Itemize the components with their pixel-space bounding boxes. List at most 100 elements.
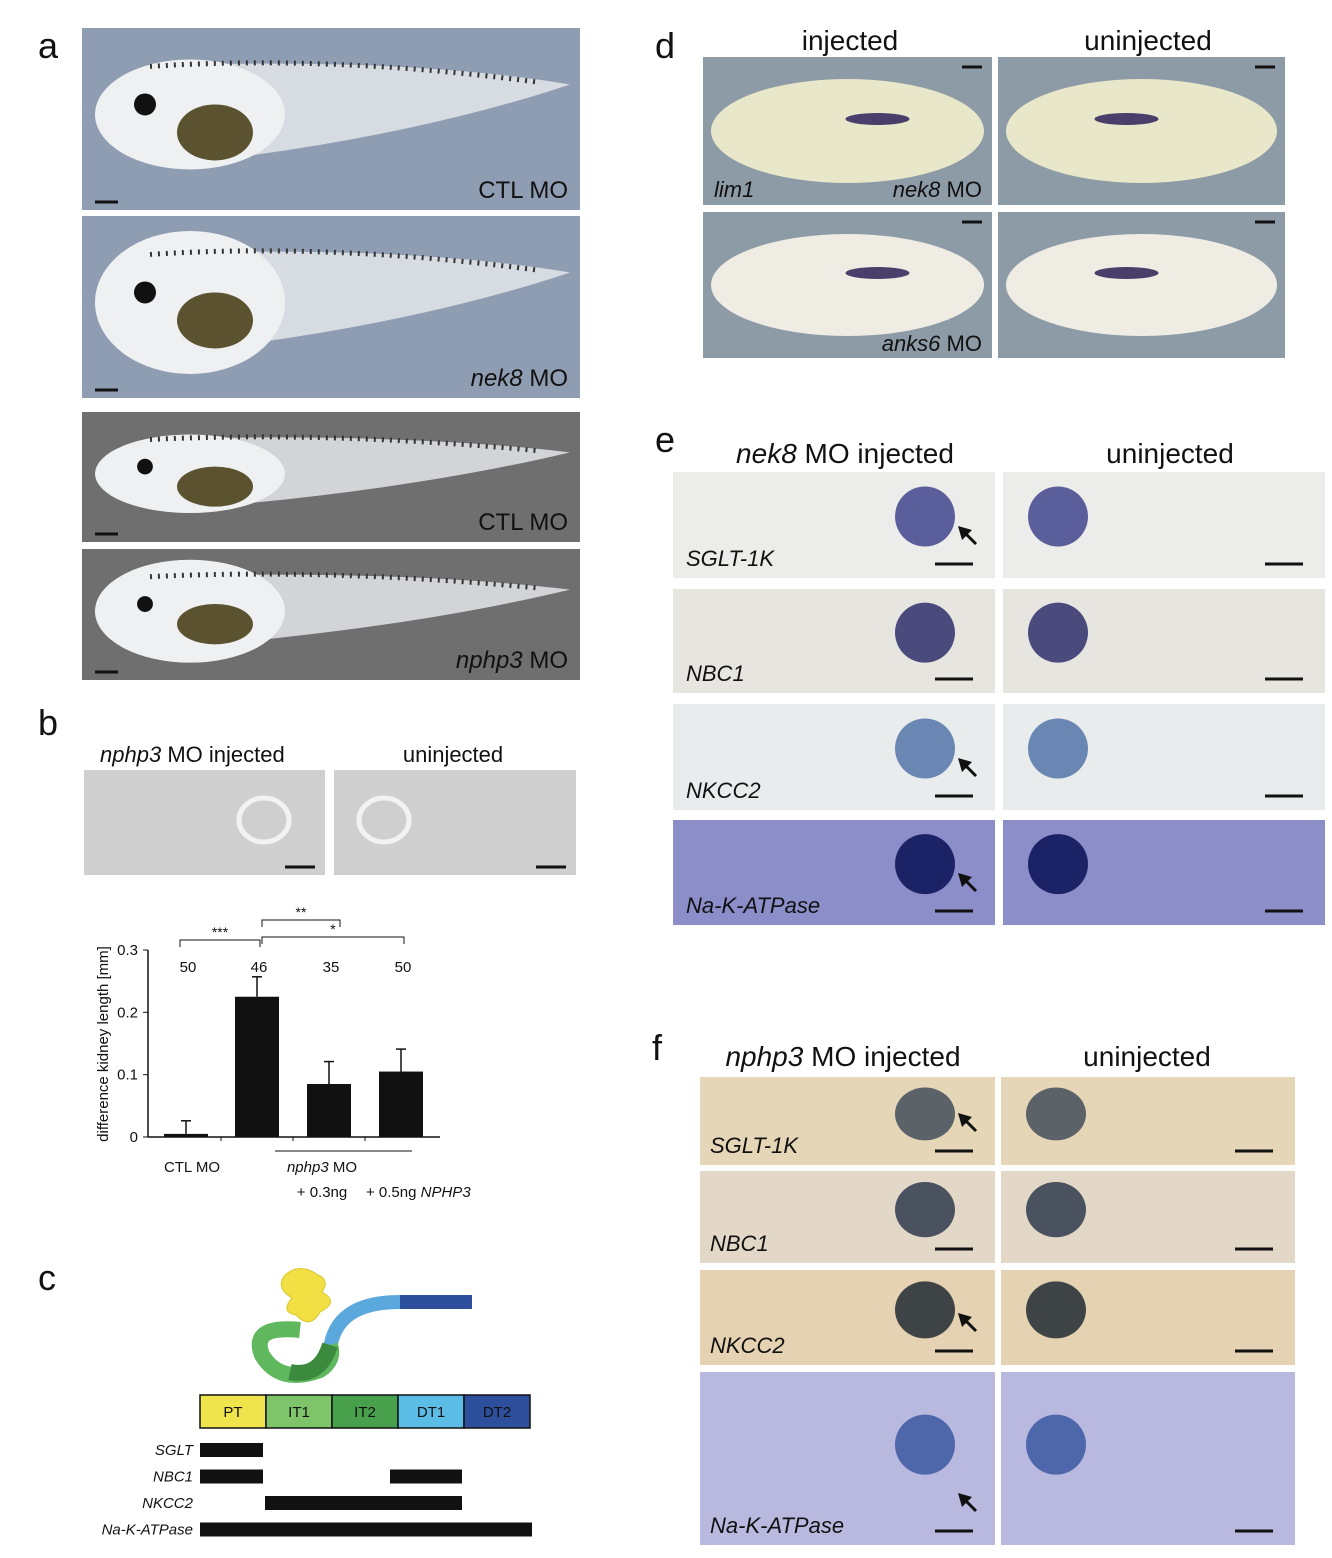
stain <box>1026 1414 1086 1475</box>
stain <box>1028 834 1088 895</box>
text-part: MO <box>947 177 982 202</box>
image-label: CTL MO <box>478 177 568 204</box>
column-header: nek8 MO injected <box>736 438 954 469</box>
n-label: 50 <box>395 959 412 976</box>
y-tick-label: 0.1 <box>117 1067 138 1084</box>
kidney-stain <box>356 795 412 845</box>
text-part: MO injected <box>167 742 284 767</box>
stain <box>1026 1281 1086 1339</box>
tadpole-eye <box>137 596 153 612</box>
significance-label: * <box>330 921 336 937</box>
photo <box>334 770 576 875</box>
image-label: nphp3 MO <box>456 647 568 674</box>
x-tick-label: CTL MO <box>164 1159 220 1176</box>
column-header: uninjected <box>1083 1041 1211 1072</box>
panel-label: e <box>655 419 675 460</box>
tadpole-gut <box>177 466 253 507</box>
stain <box>845 267 910 279</box>
x-tick-label-group: + 0.5ng NPHP3 <box>366 1184 471 1201</box>
gene-label: NBC1 <box>710 1231 769 1256</box>
y-tick-label: 0 <box>130 1129 138 1146</box>
stain <box>895 1281 955 1339</box>
bar <box>164 1133 208 1137</box>
kidney-stain <box>236 795 292 845</box>
stain <box>895 718 955 779</box>
embryo <box>1006 79 1277 183</box>
text-part: MO injected <box>811 1041 960 1072</box>
image-label: CTL MO <box>478 509 568 536</box>
panel-label: b <box>38 702 58 743</box>
segment-label: DT2 <box>483 1404 511 1421</box>
expression-bar <box>265 1496 462 1510</box>
expression-bar <box>390 1469 462 1484</box>
stain <box>895 602 955 663</box>
tadpole-gut <box>177 292 253 349</box>
y-axis-label: difference kidney length [mm] <box>95 946 112 1142</box>
italic-part: nphp3 <box>100 742 162 767</box>
tadpole-tail <box>200 574 570 644</box>
text-part: MO <box>333 1159 357 1176</box>
text-part: MO <box>529 365 568 392</box>
panel-label: f <box>652 1027 663 1068</box>
column-header: uninjected <box>403 742 503 767</box>
tadpole-tail <box>200 63 570 160</box>
expression-bar <box>200 1469 263 1484</box>
text-part: MO <box>529 647 568 674</box>
segment <box>199 1394 267 1429</box>
row-label: nek8 MO <box>893 177 982 202</box>
stain <box>845 113 910 125</box>
panel-label: a <box>38 25 59 66</box>
column-header: injected <box>802 25 899 56</box>
group-label: nphp3 MO <box>287 1159 357 1176</box>
tadpole-tail <box>200 437 570 506</box>
tadpole-eye <box>134 93 156 116</box>
text-part: MO <box>947 331 982 356</box>
text-part: CTL MO <box>478 509 568 536</box>
y-tick-label: 0.3 <box>117 942 138 959</box>
gene-label: SGLT-1K <box>686 546 775 571</box>
pigment <box>149 571 541 591</box>
tadpole-eye <box>137 458 153 475</box>
pigment <box>149 248 541 273</box>
embryo <box>711 79 984 183</box>
marker-label: lim1 <box>714 177 754 202</box>
tadpole-eye <box>134 281 156 304</box>
column-header: nphp3 MO injected <box>725 1041 960 1072</box>
expression-bar <box>200 1443 263 1457</box>
significance-label: *** <box>212 924 229 940</box>
gene-label: SGLT-1K <box>710 1133 799 1158</box>
segment <box>397 1394 465 1429</box>
stain <box>1094 267 1159 279</box>
italic-part: anks6 <box>882 331 941 356</box>
italic-part: nphp3 <box>287 1159 329 1176</box>
gene-label: NKCC2 <box>710 1333 785 1358</box>
x-tick-label: + 0.3ng <box>297 1184 347 1201</box>
text-part: CTL MO <box>478 177 568 204</box>
gene-label: SGLT <box>155 1442 195 1459</box>
stain <box>895 1087 955 1141</box>
n-label: 46 <box>251 959 268 976</box>
x-tick-label: + 0.5ng <box>366 1184 416 1201</box>
stain <box>1094 113 1159 125</box>
pigment <box>149 60 541 85</box>
n-label: 35 <box>323 959 340 976</box>
stain <box>895 486 955 547</box>
gene-label: NKCC2 <box>142 1495 194 1512</box>
embryo <box>1006 234 1277 336</box>
tubule-pt <box>280 1268 331 1323</box>
italic-part: nphp3 <box>456 647 523 674</box>
stain <box>1028 486 1088 547</box>
significance-bracket <box>261 936 405 944</box>
embryo <box>711 234 984 336</box>
column-header: uninjected <box>1084 25 1212 56</box>
image-label: nek8 MO <box>471 365 568 392</box>
gene-label: NKCC2 <box>686 778 761 803</box>
photo <box>84 770 325 875</box>
stain <box>1026 1182 1086 1238</box>
segment-label: PT <box>223 1404 242 1421</box>
segment <box>331 1394 399 1429</box>
italic-part: nek8 <box>893 177 941 202</box>
